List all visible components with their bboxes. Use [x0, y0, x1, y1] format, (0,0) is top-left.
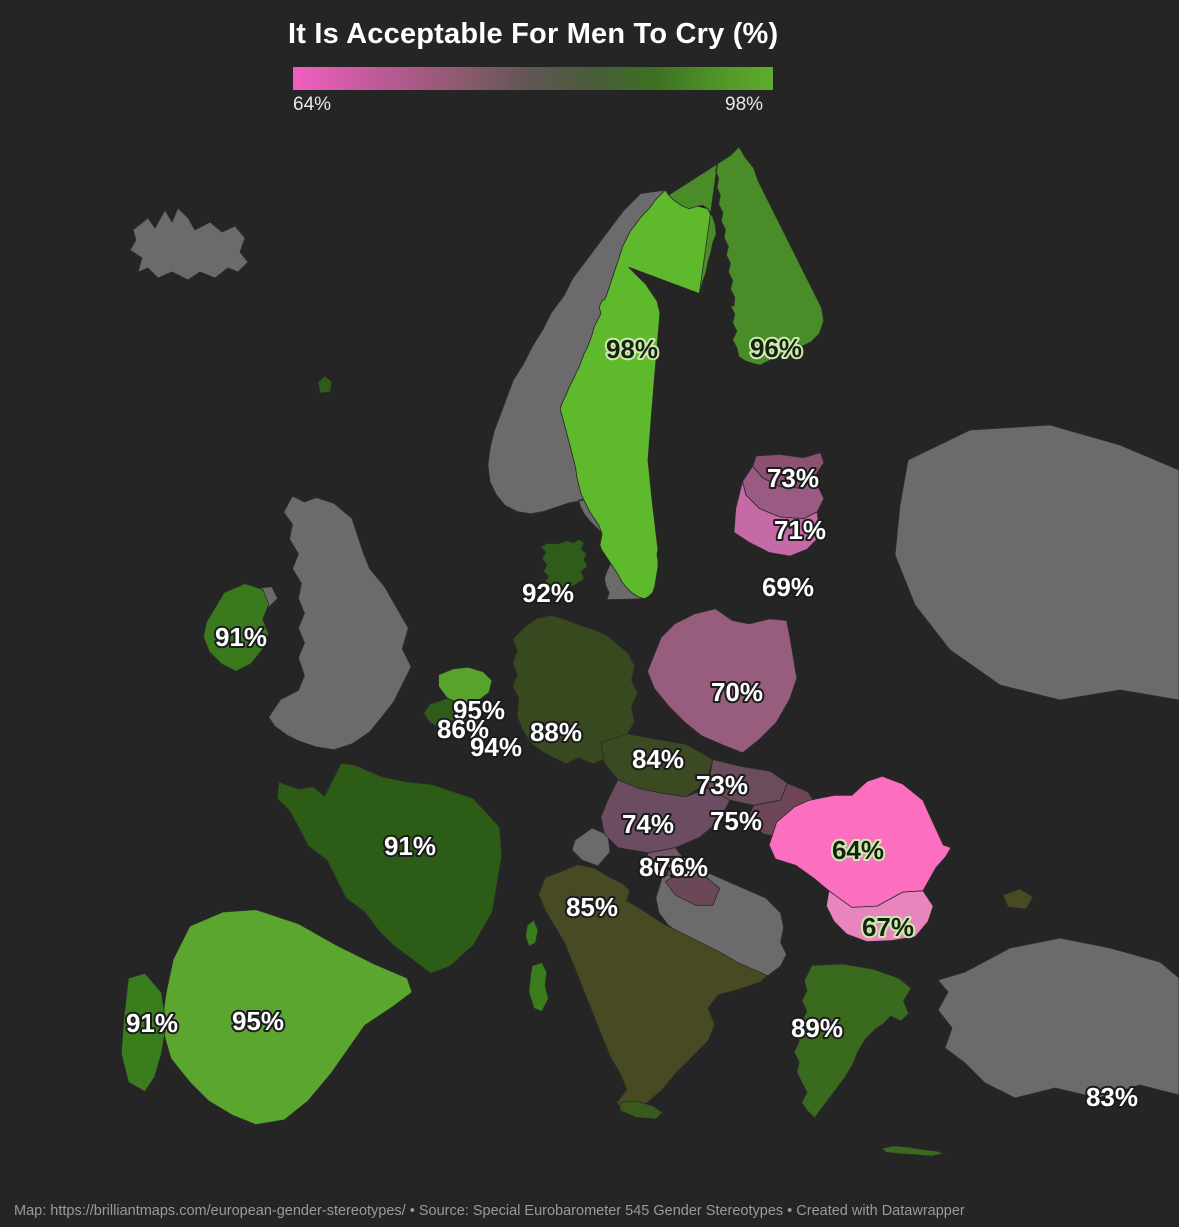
svg-text:85%: 85%	[566, 892, 618, 922]
svg-text:96%: 96%	[750, 333, 802, 363]
svg-text:69%: 69%	[762, 572, 814, 602]
svg-text:71%: 71%	[774, 515, 826, 545]
svg-text:88%: 88%	[530, 717, 582, 747]
svg-text:95%: 95%	[232, 1006, 284, 1036]
svg-text:67%: 67%	[862, 912, 914, 942]
svg-text:76%: 76%	[656, 852, 708, 882]
svg-text:83%: 83%	[1086, 1082, 1138, 1112]
svg-text:74%: 74%	[622, 809, 674, 839]
svg-text:92%: 92%	[522, 578, 574, 608]
svg-text:98%: 98%	[606, 334, 658, 364]
svg-text:84%: 84%	[632, 744, 684, 774]
svg-text:75%: 75%	[710, 806, 762, 836]
svg-text:94%: 94%	[470, 732, 522, 762]
svg-text:91%: 91%	[384, 831, 436, 861]
svg-text:73%: 73%	[696, 770, 748, 800]
svg-text:64%: 64%	[832, 835, 884, 865]
svg-text:91%: 91%	[215, 622, 267, 652]
svg-text:73%: 73%	[767, 463, 819, 493]
svg-text:89%: 89%	[791, 1013, 843, 1043]
svg-text:91%: 91%	[126, 1008, 178, 1038]
svg-text:70%: 70%	[711, 677, 763, 707]
